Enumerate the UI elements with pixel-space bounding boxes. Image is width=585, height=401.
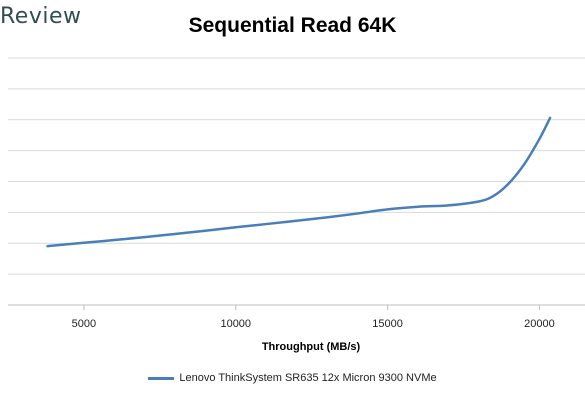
x-axis-title: Throughput (MB/s) (262, 341, 361, 353)
series-lines (46, 116, 552, 248)
series-line-0 (46, 116, 552, 248)
x-axis-ticks: 5000 10000 15000 20000 (72, 305, 555, 330)
legend-label: Lenovo ThinkSystem SR635 12x Micron 9300… (179, 372, 437, 384)
x-tick-label: 5000 (72, 318, 96, 330)
review-logo: Review (0, 4, 82, 29)
x-tick-label: 20000 (524, 318, 555, 330)
legend: Lenovo ThinkSystem SR635 12x Micron 9300… (0, 372, 585, 384)
chart-title: Sequential Read 64K (188, 14, 397, 37)
x-tick-label: 10000 (220, 318, 251, 330)
legend-swatch (148, 376, 175, 380)
gridlines (8, 57, 585, 306)
x-tick-label: 15000 (372, 318, 403, 330)
